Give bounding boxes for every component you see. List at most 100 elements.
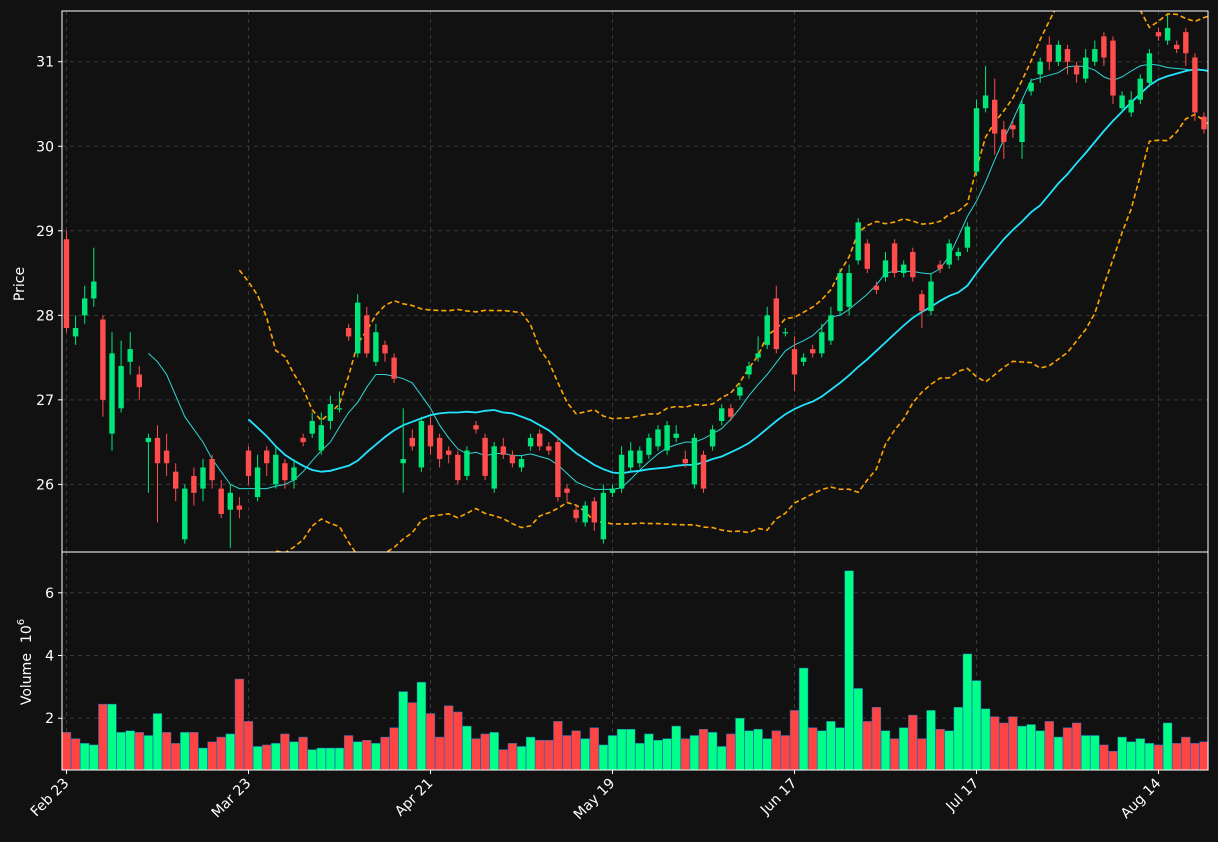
volume-bar xyxy=(899,727,909,771)
candle xyxy=(882,251,889,282)
candle xyxy=(200,459,206,502)
volume-bar xyxy=(1135,738,1145,771)
candle xyxy=(810,344,816,358)
volume-bar xyxy=(298,736,308,771)
volume-bar xyxy=(726,733,736,771)
volume-bar xyxy=(262,744,272,771)
candle xyxy=(300,433,306,447)
volume-bar xyxy=(553,721,563,771)
candle-body xyxy=(700,454,707,489)
price-tick-label: 29 xyxy=(36,224,54,240)
candle xyxy=(755,336,761,362)
candle-body xyxy=(618,454,625,489)
candle-body xyxy=(728,408,734,417)
candle-body xyxy=(345,327,352,337)
volume-bar xyxy=(1090,735,1100,771)
candle xyxy=(1019,99,1025,159)
candle xyxy=(737,382,743,400)
bollinger-band xyxy=(238,11,1208,552)
candle-body xyxy=(910,251,916,278)
candle-body xyxy=(209,459,215,481)
volume-bar xyxy=(698,728,709,771)
candle-body xyxy=(127,349,133,362)
candle-body xyxy=(1192,57,1198,113)
candle-body xyxy=(709,429,716,447)
candle-body xyxy=(527,437,534,447)
volume-bar xyxy=(189,732,199,771)
volume-bar xyxy=(116,732,126,771)
candle xyxy=(1101,32,1107,66)
candle xyxy=(1055,40,1062,66)
volume-bar xyxy=(480,733,490,771)
candle xyxy=(418,416,425,472)
volume-bar xyxy=(798,667,809,771)
candle-body xyxy=(391,357,397,379)
volume-bar xyxy=(644,733,654,771)
candle xyxy=(82,285,88,324)
volume-bar xyxy=(1035,730,1045,771)
candle xyxy=(564,484,570,502)
volume-bar xyxy=(835,727,845,771)
candle-body xyxy=(282,463,288,481)
candle-body xyxy=(828,315,834,341)
candle-body xyxy=(664,425,670,451)
candle xyxy=(1192,53,1198,121)
volume-bar xyxy=(1199,741,1209,771)
candle xyxy=(691,433,698,489)
volume-bar xyxy=(107,703,117,771)
volume-bar xyxy=(89,744,99,771)
volume-bar xyxy=(635,743,645,771)
candle xyxy=(373,323,379,367)
volume-bar xyxy=(171,743,181,771)
volume-bar xyxy=(753,728,763,771)
candle xyxy=(637,446,643,468)
candle xyxy=(800,353,807,367)
candle-body xyxy=(1046,44,1052,62)
price-tick-label: 28 xyxy=(36,308,54,324)
volume-bar xyxy=(98,703,108,771)
candle-body xyxy=(136,374,142,388)
candle xyxy=(282,459,288,489)
slow-ma-line xyxy=(247,68,1208,475)
volume-bar xyxy=(444,705,454,771)
volume-bar xyxy=(225,733,235,771)
candle xyxy=(218,480,224,519)
volume-bar xyxy=(125,730,135,771)
candle xyxy=(1119,91,1125,113)
candle xyxy=(700,450,707,493)
volume-bar xyxy=(944,730,954,771)
volume-bar xyxy=(1026,724,1036,771)
volume-bar xyxy=(61,732,72,771)
volume-bar xyxy=(198,747,208,771)
candle-body xyxy=(418,420,425,468)
upper-band-line xyxy=(238,11,1208,422)
candle-body xyxy=(637,450,643,464)
candle xyxy=(400,408,406,493)
price-panel: 26 27 28 29 30 31 Price xyxy=(12,11,1208,552)
candle-body xyxy=(1028,82,1034,92)
candle xyxy=(537,429,543,451)
candle-body xyxy=(955,251,961,257)
volume-bar xyxy=(307,749,317,771)
candle xyxy=(1001,120,1007,159)
candle xyxy=(191,467,197,506)
volume-bar xyxy=(289,741,299,771)
volume-bar xyxy=(935,728,945,771)
candle-body xyxy=(464,450,470,476)
volume-bar xyxy=(371,743,381,771)
candle xyxy=(555,437,561,502)
volume-bar xyxy=(434,736,445,771)
candle-body xyxy=(855,222,861,261)
candle xyxy=(682,450,688,468)
candle xyxy=(1137,74,1143,104)
candle xyxy=(127,332,133,375)
volume-bar xyxy=(243,721,254,771)
volume-bar xyxy=(1117,736,1127,771)
price-tick-label: 31 xyxy=(36,55,54,71)
candle xyxy=(136,366,142,400)
candle xyxy=(1155,27,1162,41)
candle-body xyxy=(327,404,334,421)
candle-body xyxy=(173,471,179,489)
candle-body xyxy=(1001,129,1007,143)
